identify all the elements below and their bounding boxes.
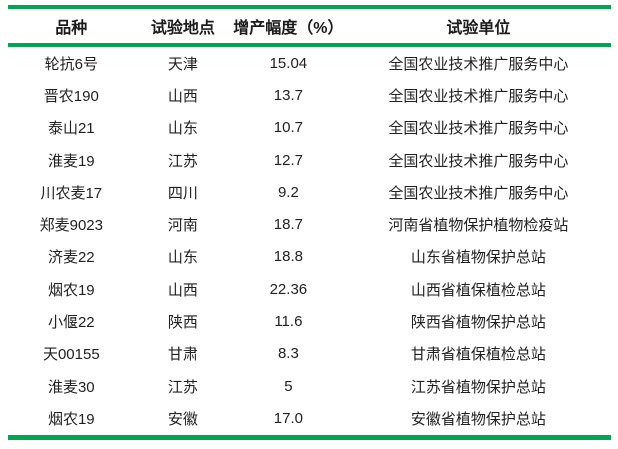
col-header-unit: 试验单位 <box>446 20 511 37</box>
variety-cell: 天00155 <box>42 346 100 364</box>
variety-cell: 泰山21 <box>47 120 95 138</box>
increase-cell: 8.3 <box>277 345 299 363</box>
unit-cell: 江苏省植物保护总站 <box>410 378 546 396</box>
table-row: 泰山21 山东 10.7 全国农业技术推广服务中心 <box>8 112 611 144</box>
variety-cell: 烟农19 <box>47 410 95 428</box>
increase-cell: 5 <box>284 377 293 395</box>
location-cell: 山西 <box>167 281 198 299</box>
unit-cell: 陕西省植物保护总站 <box>410 314 546 332</box>
table-header: 品种 试验地点 增产幅度（%） 试验单位 <box>8 7 611 45</box>
location-cell: 河南 <box>167 217 198 235</box>
table-row: 郑麦9023 河南 18.7 河南省植物保护植物检疫站 <box>8 208 611 240</box>
table-row: 川农麦17 四川 9.2 全国农业技术推广服务中心 <box>8 176 611 208</box>
variety-cell: 淮麦30 <box>47 378 95 396</box>
increase-cell: 22.36 <box>269 280 308 298</box>
table-row: 轮抗6号 天津 15.04 全国农业技术推广服务中心 <box>8 45 611 79</box>
increase-cell: 18.7 <box>273 216 303 234</box>
variety-cell: 川农麦17 <box>40 184 103 202</box>
increase-cell: 10.7 <box>273 119 303 137</box>
col-header-location: 试验地点 <box>150 20 215 37</box>
table-row: 烟农19 安徽 17.0 安徽省植物保护总站 <box>8 402 611 437</box>
unit-cell: 山东省植物保护总站 <box>410 249 546 267</box>
location-cell: 陕西 <box>167 314 198 332</box>
location-cell: 山东 <box>167 249 198 267</box>
variety-cell: 郑麦9023 <box>39 217 103 235</box>
increase-cell: 15.04 <box>269 54 308 72</box>
table-row: 晋农190 山西 13.7 全国农业技术推广服务中心 <box>8 79 611 111</box>
location-cell: 江苏 <box>167 152 198 170</box>
unit-cell: 全国农业技术推广服务中心 <box>388 184 569 202</box>
table-row: 天00155 甘肃 8.3 甘肃省植保植检总站 <box>8 338 611 370</box>
table-row: 淮麦30 江苏 5 江苏省植物保护总站 <box>8 370 611 402</box>
unit-cell: 全国农业技术推广服务中心 <box>388 120 569 138</box>
table-row: 小偃22 陕西 11.6 陕西省植物保护总站 <box>8 305 611 337</box>
unit-cell: 山西省植保植检总站 <box>410 281 546 299</box>
trial-results-table-wrap: 品种 试验地点 增产幅度（%） 试验单位 轮抗6号 天津 15.04 全国农业技… <box>8 5 611 440</box>
increase-cell: 9.2 <box>277 183 299 201</box>
unit-cell: 甘肃省植保植检总站 <box>410 346 546 364</box>
location-cell: 天津 <box>167 55 198 73</box>
header-row: 品种 试验地点 增产幅度（%） 试验单位 <box>8 7 611 45</box>
variety-cell: 济麦22 <box>47 249 95 267</box>
variety-cell: 晋农190 <box>43 87 99 105</box>
unit-cell: 全国农业技术推广服务中心 <box>388 87 569 105</box>
location-cell: 四川 <box>167 184 198 202</box>
table-row: 淮麦19 江苏 12.7 全国农业技术推广服务中心 <box>8 144 611 176</box>
unit-cell: 河南省植物保护植物检疫站 <box>388 217 569 235</box>
increase-cell: 18.8 <box>273 248 303 266</box>
location-cell: 山东 <box>167 120 198 138</box>
unit-cell: 全国农业技术推广服务中心 <box>388 55 569 73</box>
increase-cell: 11.6 <box>274 313 303 331</box>
unit-cell: 安徽省植物保护总站 <box>410 410 546 428</box>
col-header-variety: 品种 <box>55 20 88 37</box>
increase-cell: 13.7 <box>273 86 303 104</box>
table-row: 济麦22 山东 18.8 山东省植物保护总站 <box>8 241 611 273</box>
variety-cell: 烟农19 <box>47 281 95 299</box>
col-header-increase: 增产幅度（%） <box>233 20 344 37</box>
variety-cell: 淮麦19 <box>47 152 95 170</box>
location-cell: 甘肃 <box>167 346 198 364</box>
table-row: 烟农19 山西 22.36 山西省植保植检总站 <box>8 273 611 305</box>
location-cell: 江苏 <box>167 378 198 396</box>
location-cell: 安徽 <box>167 410 198 428</box>
increase-cell: 17.0 <box>273 409 303 427</box>
table-body: 轮抗6号 天津 15.04 全国农业技术推广服务中心 晋农190 山西 13.7… <box>8 45 611 437</box>
variety-cell: 轮抗6号 <box>44 55 98 73</box>
unit-cell: 全国农业技术推广服务中心 <box>388 152 569 170</box>
location-cell: 山西 <box>167 87 198 105</box>
trial-results-table: 品种 试验地点 增产幅度（%） 试验单位 轮抗6号 天津 15.04 全国农业技… <box>8 5 611 440</box>
increase-cell: 12.7 <box>273 151 303 169</box>
variety-cell: 小偃22 <box>47 314 95 332</box>
